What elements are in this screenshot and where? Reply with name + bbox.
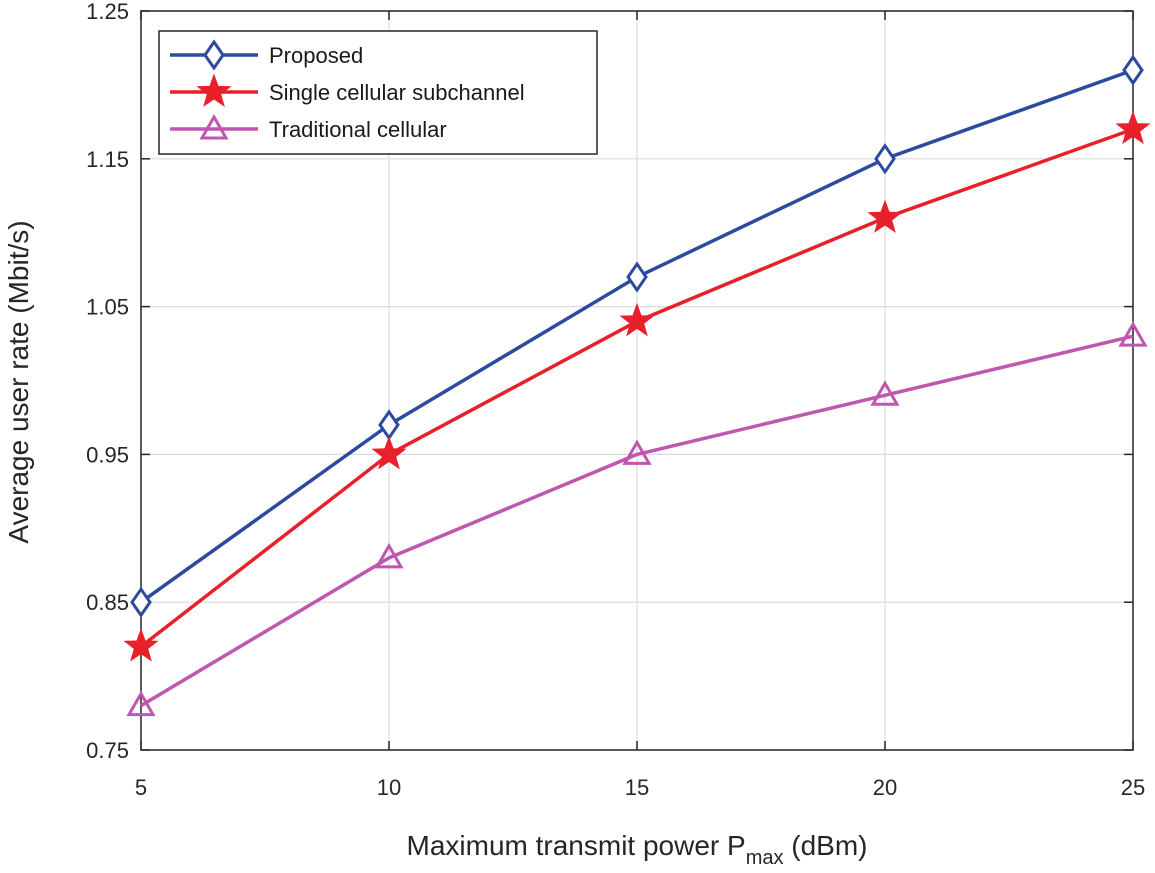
x-tick-label: 5	[135, 775, 147, 800]
x-axis-label-subscript: max	[746, 847, 784, 869]
legend-label: Single cellular subchannel	[269, 80, 525, 105]
data-point-s0-4	[1122, 54, 1144, 86]
data-point-s0-3	[874, 143, 896, 175]
series-line-2	[140, 334, 1134, 708]
series-2	[126, 321, 1148, 717]
data-point-s2-4	[1118, 321, 1148, 347]
series-0	[130, 54, 1144, 618]
data-point-s2-0	[126, 690, 156, 717]
x-axis-label-main: Maximum transmit power P	[407, 830, 746, 861]
data-point-s1-2	[619, 302, 655, 337]
legend-entry-1: Single cellular subchannel	[170, 73, 525, 107]
legend-entry-0: Proposed	[170, 39, 363, 71]
y-tick-label: 0.85	[86, 590, 129, 615]
data-point-s1-4	[1115, 110, 1151, 145]
data-point-s1-1	[371, 435, 407, 470]
y-tick-label: 0.95	[86, 442, 129, 467]
legend-marker-0	[203, 39, 225, 71]
data-series	[123, 54, 1151, 717]
x-tick-label: 15	[625, 775, 649, 800]
data-point-s1-3	[867, 199, 903, 233]
x-tick-label: 20	[873, 775, 897, 800]
x-axis-label: Maximum transmit power Pmax (dBm)	[407, 830, 868, 869]
y-tick-label: 1.25	[86, 0, 129, 24]
legend-marker-2	[199, 113, 229, 140]
x-tick-label: 10	[377, 775, 401, 800]
legend-marker-1	[196, 73, 232, 107]
data-point-s0-2	[626, 261, 648, 293]
legend: Proposed Single cellular subchannel Tradit…	[158, 30, 598, 155]
series-1	[123, 110, 1151, 662]
x-axis-ticks: 5 10 15 20 25	[135, 11, 1145, 800]
data-point-s2-2	[622, 439, 652, 465]
data-point-s0-0	[130, 586, 152, 618]
y-tick-label: 0.75	[86, 738, 129, 763]
x-axis-label-unit: (dBm)	[783, 830, 867, 861]
y-tick-label: 1.05	[86, 295, 129, 320]
legend-label: Proposed	[269, 43, 363, 68]
x-tick-label: 25	[1121, 775, 1145, 800]
data-point-s2-3	[870, 380, 900, 406]
y-tick-label: 1.15	[86, 147, 129, 172]
y-axis-ticks: 0.75 0.85 0.95 1.05 1.15 1.25	[86, 0, 1133, 763]
data-point-s1-0	[123, 628, 159, 662]
legend-label: Traditional cellular	[269, 117, 447, 142]
y-axis-label: Average user rate (Mbit/s)	[3, 220, 34, 543]
legend-entry-2: Traditional cellular	[170, 113, 447, 142]
data-point-s2-1	[374, 542, 404, 569]
